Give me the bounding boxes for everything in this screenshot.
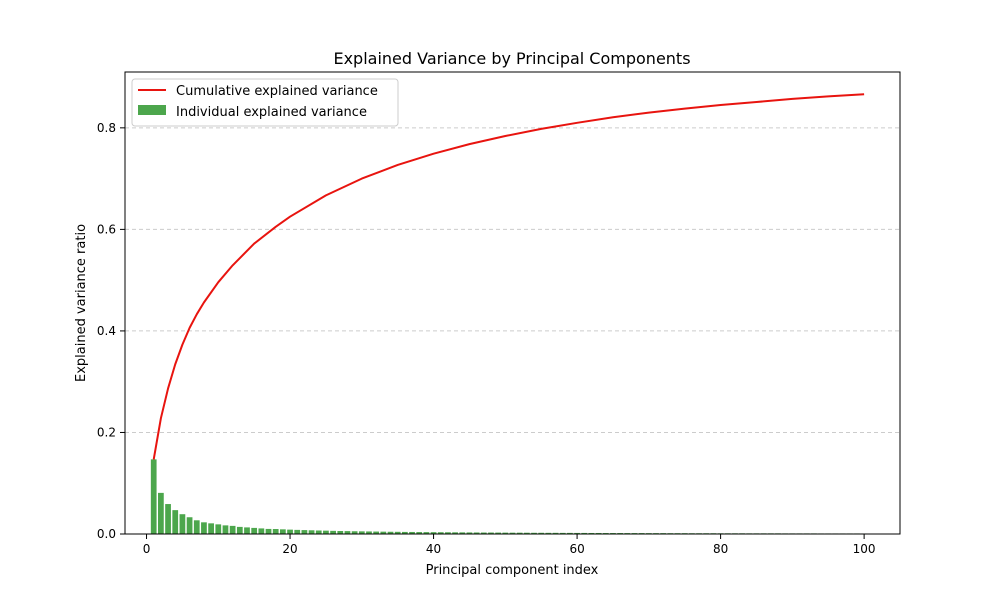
bar-individual-variance [516,532,523,534]
bar-individual-variance [373,531,380,534]
x-tick-label: 60 [569,542,584,556]
bar-individual-variance [280,529,286,534]
bar-individual-variance [301,530,308,534]
bar-individual-variance [473,532,480,534]
bar-individual-variance [380,531,387,534]
bar-individual-variance [366,531,372,534]
bar-individual-variance [495,532,502,534]
x-tick-label: 40 [426,542,441,556]
bar-individual-variance [409,531,415,534]
bar-individual-variance [358,531,365,534]
bar-individual-variance [531,532,537,534]
bar-individual-variance [294,529,301,534]
bar-individual-variance [430,532,437,534]
bar-individual-variance [538,532,545,534]
chart-title: Explained Variance by Principal Componen… [333,49,690,68]
bar-individual-variance [509,532,516,534]
y-tick-label: 0.4 [97,324,116,338]
x-axis-label: Principal component index [426,563,599,578]
bar-individual-variance [308,530,315,534]
bar-individual-variance [488,532,494,534]
legend-box [131,78,399,127]
bar-individual-variance [459,532,466,534]
y-tick-label: 0.0 [97,527,116,541]
x-tick-label: 0 [143,542,151,556]
bar-individual-variance [215,524,222,534]
bar-individual-variance [394,531,401,534]
bar-individual-variance [445,532,451,534]
bar-individual-variance [466,532,473,534]
bar-individual-variance [567,532,573,534]
bar-individual-variance [251,527,258,534]
bar-individual-variance [158,492,164,534]
bar-individual-variance [208,523,214,534]
bar-individual-variance [387,531,394,534]
bar-individual-variance [186,517,193,534]
bar-individual-variance [222,525,229,534]
bar-individual-variance [452,532,458,534]
y-tick-label: 0.6 [97,222,116,236]
bar-individual-variance [423,532,430,534]
bar-individual-variance [416,532,423,534]
bar-individual-variance [523,532,530,534]
grid-lines [125,127,900,433]
bar-individual-variance [272,529,279,534]
bar-individual-variance [552,532,559,534]
bar-individual-variance [179,514,186,534]
y-tick-label: 0.2 [97,425,116,439]
cumulative-variance-line [152,93,865,460]
bar-individual-variance [244,527,250,534]
bar-individual-variance [315,530,322,534]
bar-individual-variance [588,532,595,534]
x-tick-label: 80 [713,542,728,556]
plot-frame [124,71,901,535]
bar-individual-variance [595,532,602,534]
bar-individual-variance [265,528,272,534]
legend: Cumulative explained variance Individual… [131,78,399,127]
legend-cumulative-label: Cumulative explained variance [176,84,378,99]
bar-individual-variance [287,529,293,534]
bar-individual-variance [150,459,157,534]
bar-individual-variance [351,531,358,534]
x-tick-label: 100 [853,542,876,556]
bar-individual-variance [229,525,236,534]
bar-individual-variance [337,531,344,534]
bar-individual-variance [437,532,444,534]
x-tick-label: 20 [282,542,297,556]
bar-individual-variance [165,504,171,534]
bar-individual-variance [258,528,265,534]
bar-individual-variance [559,532,566,534]
bar-individual-variance [172,510,179,534]
x-axis-ticks: 0 20 40 60 80 100 [143,534,876,556]
bar-individual-variance [236,526,243,534]
bar-individual-variance [330,530,336,534]
bar-individual-variance [323,530,329,534]
bar-individual-variance [574,532,580,534]
y-axis-ticks: 0.0 0.2 0.4 0.6 0.8 [97,121,125,541]
bar-individual-variance [581,532,588,534]
legend-individual-swatch [138,105,166,115]
bar-individual-variance [401,531,408,534]
bar-individual-variance [193,520,200,534]
y-axis-label: Explained variance ratio [74,224,89,382]
bar-individual-variance [480,532,487,534]
bar-individual-variance [344,531,351,534]
cumulative-variance-layer [152,93,865,460]
bar-individual-variance [545,532,552,534]
bar-individual-variance [201,522,207,534]
y-tick-label: 0.8 [97,121,116,135]
bar-individual-variance [502,532,509,534]
legend-individual-label: Individual explained variance [176,105,367,120]
